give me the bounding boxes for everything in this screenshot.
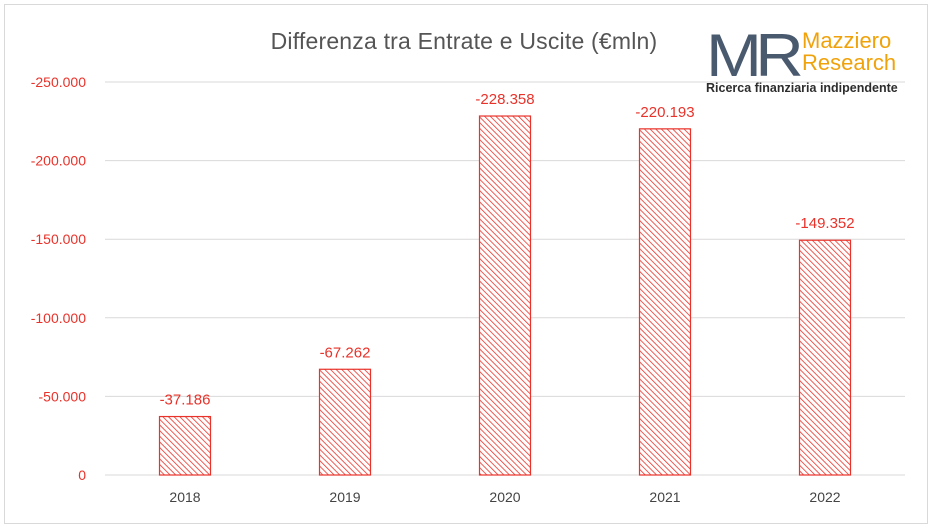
- bar-2021: [638, 128, 692, 476]
- chart-title: Differenza tra Entrate e Uscite (€mln): [0, 28, 934, 55]
- labels: 0 -50.000 -100.000 -150.000 -200.000 -250.000…: [31, 74, 855, 505]
- y-tick-label: -100.000: [31, 310, 86, 326]
- logo-name-line1: Mazziero: [802, 28, 892, 53]
- data-label: -228.358: [475, 91, 534, 108]
- bar-2018: [158, 415, 212, 476]
- x-tick-label: 2019: [329, 489, 360, 505]
- data-label: -149.352: [795, 215, 854, 232]
- data-label: -220.193: [635, 104, 694, 121]
- data-label: -67.262: [320, 344, 371, 361]
- x-tick-label: 2018: [169, 489, 200, 505]
- bars: [158, 115, 852, 476]
- chart-title-text: Differenza tra Entrate e Uscite (€mln): [270, 28, 658, 54]
- bar-2022: [798, 239, 852, 476]
- y-tick-label: -250.000: [31, 74, 86, 90]
- x-tick-label: 2022: [809, 489, 840, 505]
- x-tick-label: 2021: [649, 489, 680, 505]
- bar-2019: [318, 368, 372, 476]
- chart-frame: [4, 4, 928, 524]
- logo-monogram: MR: [706, 22, 804, 89]
- data-label: -37.186: [160, 392, 211, 409]
- logo-name-line2: Research: [802, 50, 897, 75]
- y-tick-label: -50.000: [39, 388, 87, 404]
- y-tick-label: -150.000: [31, 231, 86, 247]
- logo-tagline: Ricerca finanziaria indipendente: [706, 81, 898, 95]
- mazziero-research-logo: MR Mazziero Research Ricerca finanziaria…: [706, 26, 914, 98]
- bar-2020: [478, 115, 532, 476]
- y-tick-label: -200.000: [31, 153, 86, 169]
- x-tick-label: 2020: [489, 489, 520, 505]
- y-tick-label: 0: [78, 467, 86, 483]
